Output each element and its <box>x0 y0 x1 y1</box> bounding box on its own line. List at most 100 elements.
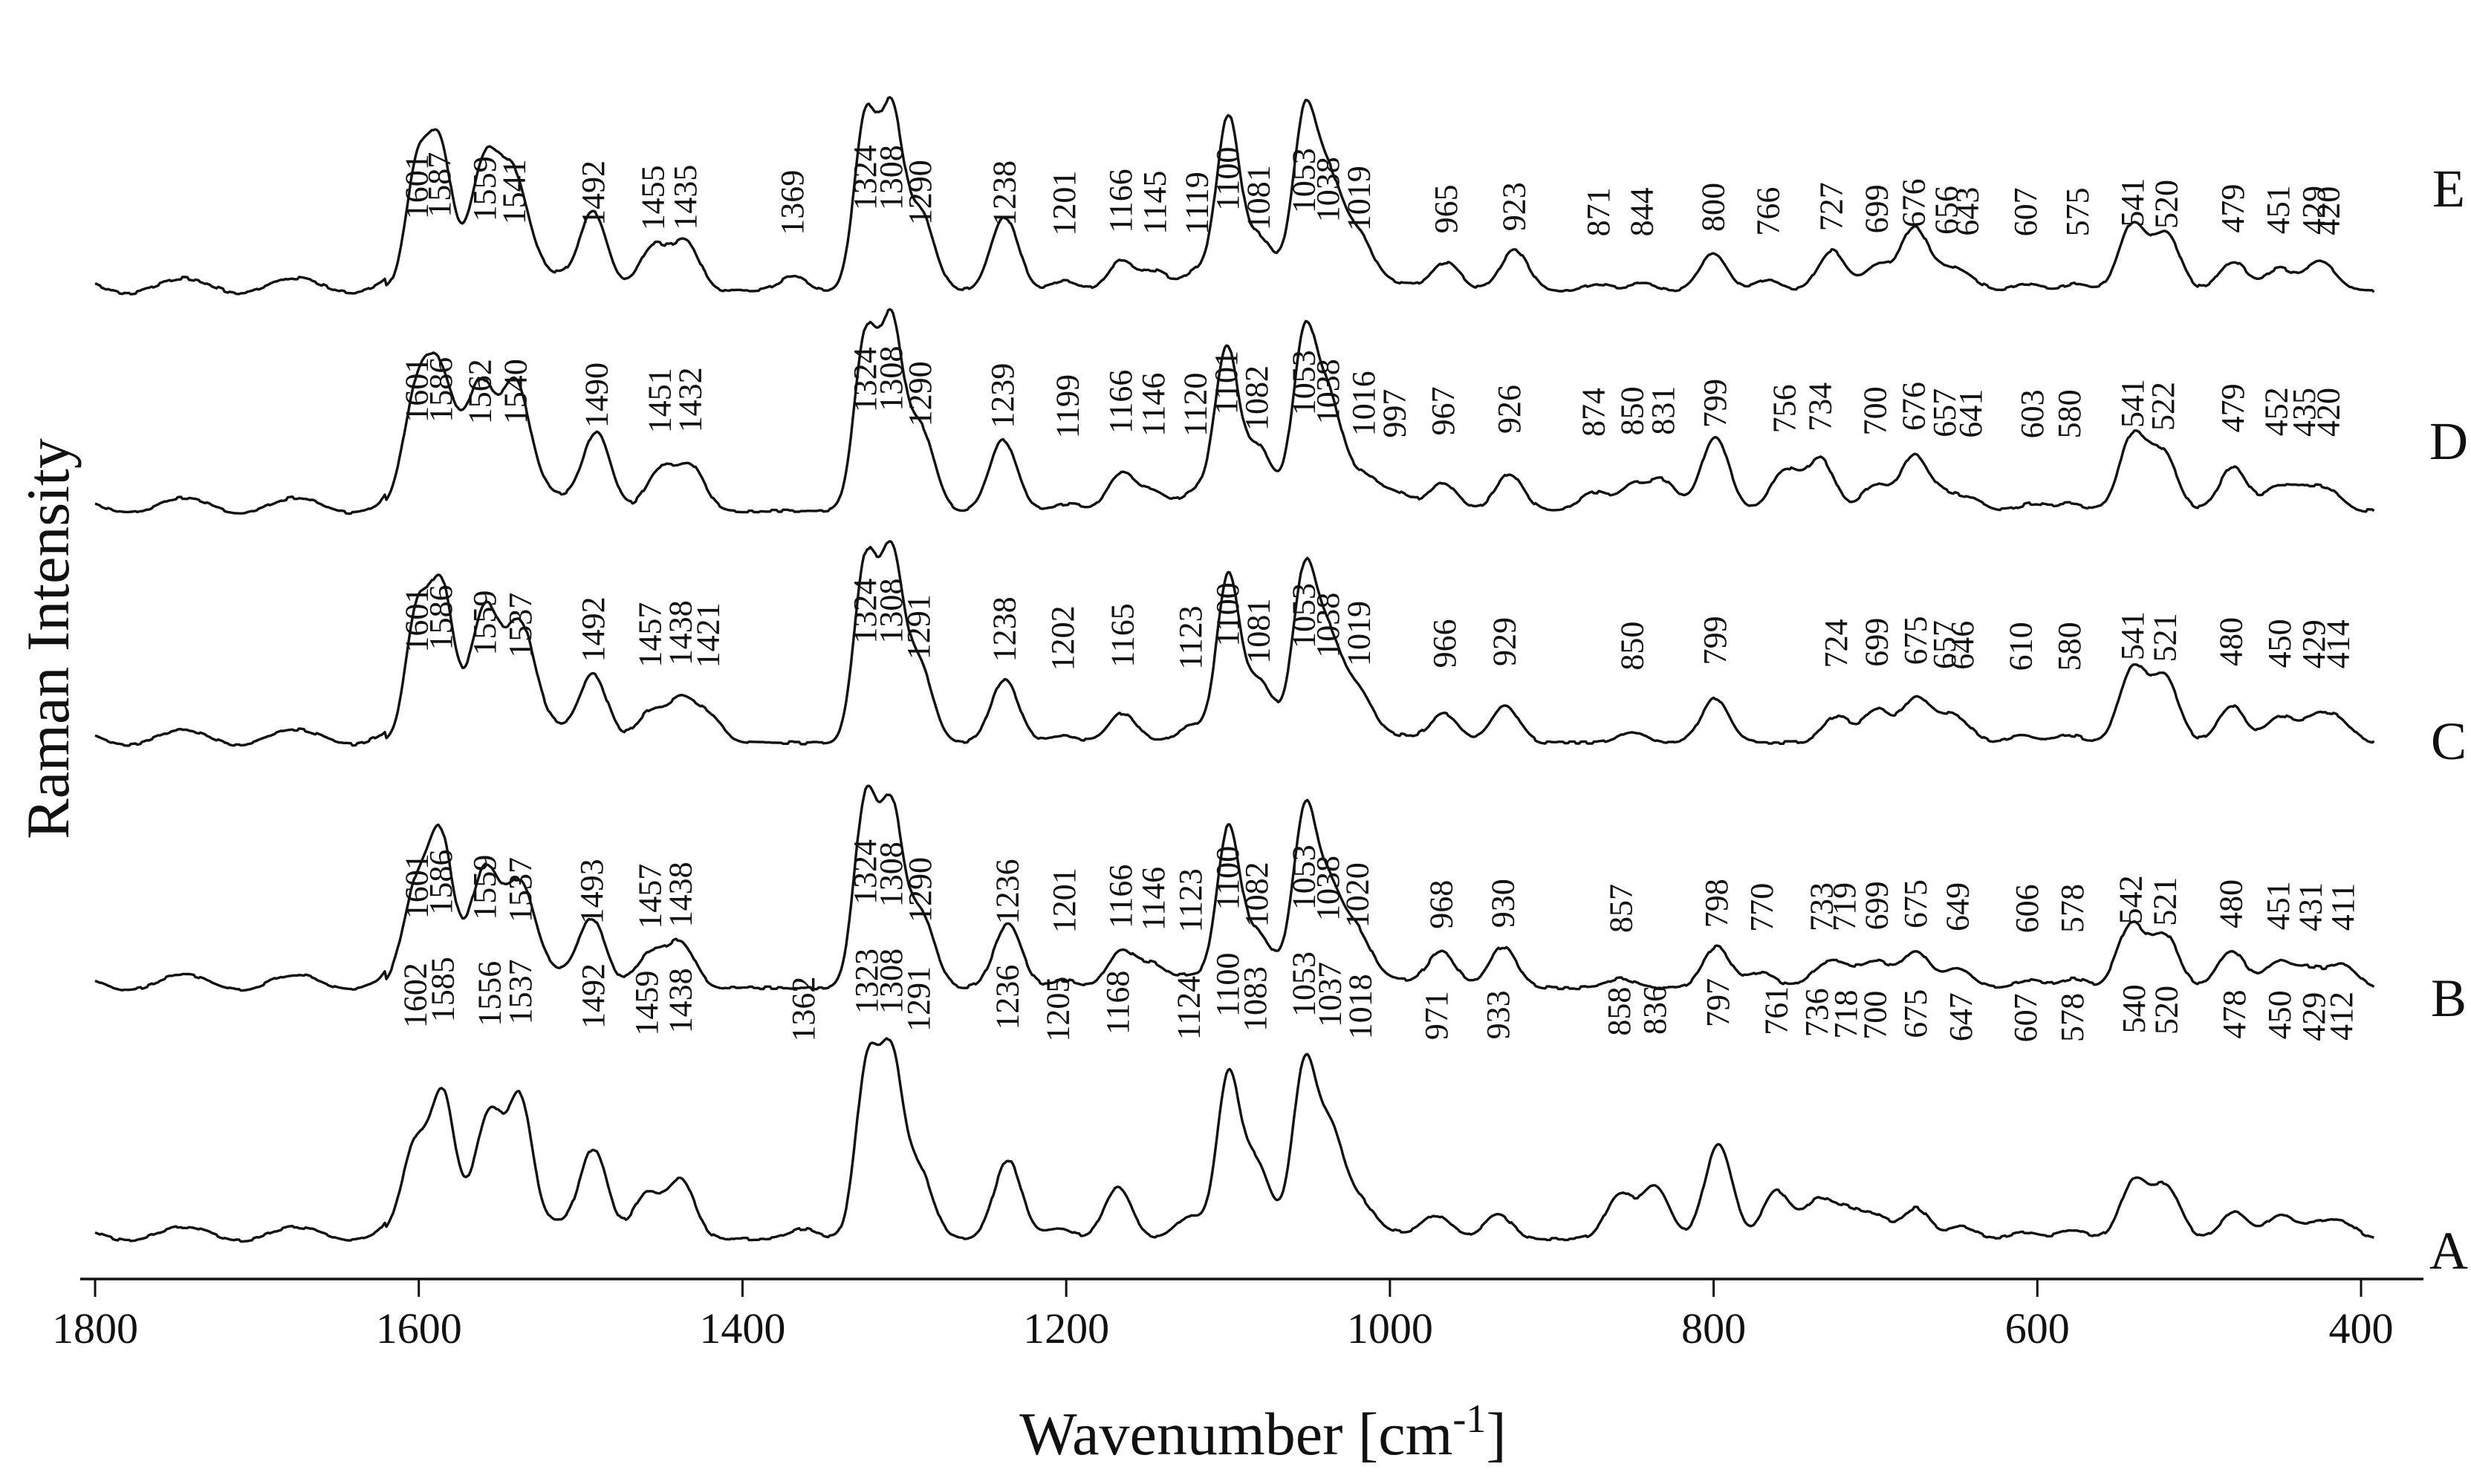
peak-label: 1455 <box>635 165 672 230</box>
peak-label: 431 <box>2293 882 2329 931</box>
peak-label: 607 <box>2007 187 2044 236</box>
peak-label: 1019 <box>1341 166 1377 231</box>
peak-label: 700 <box>1857 386 1893 435</box>
series-label-d: D <box>2429 411 2468 471</box>
peak-label: 1290 <box>902 160 938 225</box>
peak-label: 1101 <box>1208 351 1244 414</box>
peak-label: 929 <box>1487 617 1523 666</box>
x-tick-label: 400 <box>2329 1304 2394 1353</box>
peak-label: 1308 <box>873 842 909 907</box>
peak-label: 603 <box>2014 389 2050 438</box>
peak-label: 799 <box>1697 616 1733 665</box>
peak-label: 657 <box>1926 620 1963 669</box>
spectrum-line-d <box>94 307 2375 515</box>
peak-label: 607 <box>2007 993 2044 1042</box>
peak-label: 1053 <box>1285 583 1322 648</box>
peak-label: 1038 <box>1310 593 1346 658</box>
peak-label: 520 <box>2149 986 2185 1035</box>
peak-label: 1559 <box>467 855 503 920</box>
peak-label: 926 <box>1491 385 1527 434</box>
peak-label: 580 <box>2051 622 2088 671</box>
peak-label: 1238 <box>986 596 1022 662</box>
peak-label: 1145 <box>1137 171 1173 235</box>
peak-label: 451 <box>2260 185 2296 234</box>
peak-label: 850 <box>1614 622 1651 671</box>
series-label-e: E <box>2432 159 2465 218</box>
peak-label: 1438 <box>663 968 699 1033</box>
peak-label: 429 <box>2296 186 2332 235</box>
peak-label: 641 <box>1952 389 1989 438</box>
peak-label: 844 <box>1624 187 1660 236</box>
peak-label: 1457 <box>631 602 668 668</box>
peak-label: 480 <box>2213 617 2250 666</box>
peak-label: 923 <box>1496 182 1533 231</box>
peak-label: 450 <box>2261 619 2298 668</box>
peak-label: 411 <box>2325 883 2361 931</box>
spectrum-line-a <box>94 1037 2374 1243</box>
peak-label: 1053 <box>1285 148 1322 213</box>
peak-label: 1124 <box>1171 976 1207 1040</box>
peak-label: 699 <box>1859 881 1895 930</box>
peak-label: 1123 <box>1172 605 1209 669</box>
peak-label: 542 <box>2113 875 2149 924</box>
peak-label: 1559 <box>467 590 503 656</box>
peak-label: 1100 <box>1209 147 1246 211</box>
peak-label: 1038 <box>1310 157 1346 222</box>
peak-label: 1037 <box>1311 962 1348 1027</box>
peak-label: 643 <box>1949 187 1986 236</box>
peak-label: 699 <box>1859 618 1895 667</box>
peak-label: 1236 <box>990 965 1026 1030</box>
peak-label: 578 <box>2054 884 2091 933</box>
peak-label: 414 <box>2320 619 2357 668</box>
peak-label: 1451 <box>641 368 678 433</box>
peak-label: 1120 <box>1177 373 1213 437</box>
peak-label: 930 <box>1484 879 1521 928</box>
x-tick-label: 1000 <box>1347 1304 1433 1353</box>
peak-label: 1435 <box>667 165 704 230</box>
peak-label: 1537 <box>502 857 539 922</box>
peak-label: 1308 <box>873 948 909 1014</box>
peak-label: 1165 <box>1104 603 1140 667</box>
peak-label: 734 <box>1802 383 1838 432</box>
peak-label: 967 <box>1425 386 1461 435</box>
peak-label: 831 <box>1645 386 1681 435</box>
peak-label: 575 <box>2059 187 2096 236</box>
peak-label: 1166 <box>1103 169 1139 232</box>
peak-label: 1100 <box>1209 953 1246 1017</box>
peak-label: 452 <box>2259 387 2295 436</box>
peak-label: 656 <box>1928 186 1964 235</box>
peak-label: 1492 <box>575 596 611 662</box>
peak-label: 1493 <box>574 859 610 924</box>
peak-label: 1082 <box>1238 862 1275 927</box>
x-tick-label: 600 <box>2005 1304 2070 1353</box>
peak-label: 1324 <box>847 145 883 210</box>
peak-label: 1201 <box>1046 868 1082 933</box>
peak-label: 649 <box>1940 882 1976 931</box>
peak-label: 1308 <box>873 145 909 210</box>
peak-label: 1146 <box>1135 867 1172 931</box>
peak-label: 1119 <box>1179 172 1215 235</box>
peak-label: 1556 <box>472 961 508 1026</box>
peak-label: 541 <box>2114 379 2151 428</box>
peak-label: 997 <box>1376 389 1412 438</box>
peak-label: 1202 <box>1045 605 1081 671</box>
peak-label: 521 <box>2146 877 2183 926</box>
peak-label: 700 <box>1857 991 1893 1040</box>
peak-label: 733 <box>1804 882 1840 931</box>
peak-label: 736 <box>1799 988 1835 1037</box>
series-label-a: A <box>2429 1221 2468 1280</box>
peak-label: 874 <box>1575 388 1611 437</box>
peak-label: 521 <box>2146 613 2183 662</box>
peak-label: 1601 <box>399 357 435 423</box>
peak-label: 933 <box>1480 990 1516 1039</box>
peak-label: 1205 <box>1039 977 1076 1042</box>
x-tick-label: 800 <box>1681 1304 1746 1353</box>
y-axis-label: Raman Intensity <box>14 438 82 839</box>
peak-label: 1421 <box>690 602 727 668</box>
peak-label: 799 <box>1697 379 1733 428</box>
peak-label: 1020 <box>1339 862 1375 928</box>
peak-label: 1438 <box>663 600 699 665</box>
peak-label: 1537 <box>502 593 539 658</box>
peak-label: 871 <box>1580 187 1617 236</box>
